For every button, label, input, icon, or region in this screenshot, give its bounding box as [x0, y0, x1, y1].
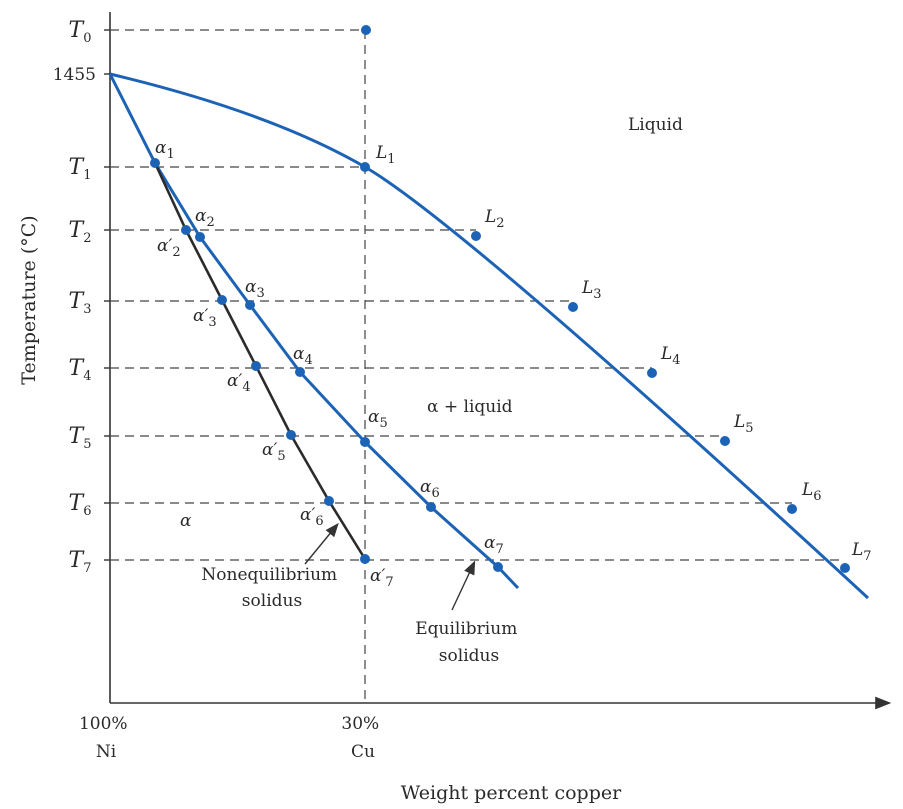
equilibrium-solidus-point — [195, 232, 205, 242]
liquidus-point — [720, 436, 730, 446]
y-tick-label: T1 — [69, 155, 92, 183]
nonequilibrium-point-label: α′6 — [300, 505, 324, 529]
liquidus-point-label: L6 — [801, 480, 822, 504]
liquidus-point — [840, 563, 850, 573]
y-axis-ticks — [104, 29, 110, 561]
y-tick-label: T7 — [69, 548, 92, 576]
equilibrium-solidus-point — [360, 437, 370, 447]
liquidus-point — [360, 162, 370, 172]
equilibrium-point-label: α1 — [155, 138, 175, 162]
liquidus-curve — [109, 72, 870, 600]
liquidus-point-label: L2 — [484, 207, 505, 231]
nonequilibrium-point-label: α′5 — [262, 440, 286, 464]
isotherm-lines — [110, 29, 845, 703]
equilibrium-point-label: α2 — [195, 206, 215, 230]
equilibrium-point-label: α3 — [245, 277, 265, 301]
equilibrium-point-label: α7 — [484, 533, 504, 557]
nonequilibrium-solidus-point — [251, 361, 261, 371]
y-tick-label: T6 — [69, 491, 92, 519]
y-tick-label: T5 — [69, 424, 92, 452]
liquidus-point-label: L4 — [660, 344, 681, 368]
y-axis-tick-labels: T0 1455 T1 T2 T3 T4 T5 T6 T7 — [53, 18, 96, 576]
nonequilibrium-point-label: α′4 — [227, 371, 251, 395]
liquidus-point-label: L7 — [851, 540, 872, 564]
region-alpha-label: α — [180, 511, 192, 531]
equilibrium-solidus-point — [493, 562, 503, 572]
diagram-points — [150, 25, 850, 573]
y-axis-title: Temperature (°C) — [18, 215, 40, 384]
liquidus-point-label: L1 — [375, 143, 396, 167]
y-tick-label: T3 — [69, 289, 92, 317]
liquidus-point — [471, 231, 481, 241]
equilibrium-point-label: α4 — [293, 344, 313, 368]
liquidus-point-label: L5 — [733, 412, 754, 436]
equilibrium-solidus-point — [295, 367, 305, 377]
nonequilibrium-solidus-point — [217, 295, 227, 305]
nonequilibrium-point-label: α′7 — [370, 566, 394, 590]
y-tick-label: T2 — [69, 218, 92, 246]
liquidus-point-label: L3 — [581, 278, 602, 302]
nonequilibrium-solidus-point — [360, 554, 370, 564]
y-tick-label: T0 — [69, 18, 92, 46]
nonequilibrium-point-label: α′3 — [193, 306, 217, 330]
y-tick-label: 1455 — [53, 65, 96, 85]
nonequilibrium-point-label: α′2 — [157, 236, 181, 260]
liquidus-point — [787, 504, 797, 514]
equilibrium-point-label: α5 — [368, 407, 388, 431]
equilibrium-solidus-point — [150, 158, 160, 168]
nonequilibrium-solidus-label: Nonequilibrium solidus — [201, 565, 342, 611]
nonequilibrium-solidus-point — [324, 496, 334, 506]
point-T0 — [361, 25, 371, 35]
nonequilibrium-arrow — [304, 522, 339, 565]
equilibrium-point-label: α6 — [420, 477, 440, 501]
region-two-phase-label: α + liquid — [427, 397, 513, 417]
point-labels: L1 L2 L3 L4 L5 L6 L7 α1 α2 α3 α4 α5 α6 α7 α′2 α′3 α′4 α′5… — [155, 138, 872, 590]
region-liquid-label: Liquid — [628, 115, 683, 135]
equilibrium-solidus-point — [245, 300, 255, 310]
x-mid-label: 30% Cu — [341, 714, 384, 762]
y-tick-label: T4 — [69, 356, 92, 384]
liquidus-point — [568, 302, 578, 312]
liquidus-point — [647, 368, 657, 378]
x-axis-title: Weight percent copper — [401, 782, 622, 804]
nonequilibrium-solidus-point — [286, 430, 296, 440]
x-left-label: 100% Ni — [79, 714, 133, 762]
equilibrium-solidus-point — [426, 502, 436, 512]
equilibrium-solidus-label: Equilibrium solidus — [415, 619, 522, 666]
equilibrium-arrow — [451, 560, 476, 611]
nonequilibrium-solidus-point — [181, 225, 191, 235]
